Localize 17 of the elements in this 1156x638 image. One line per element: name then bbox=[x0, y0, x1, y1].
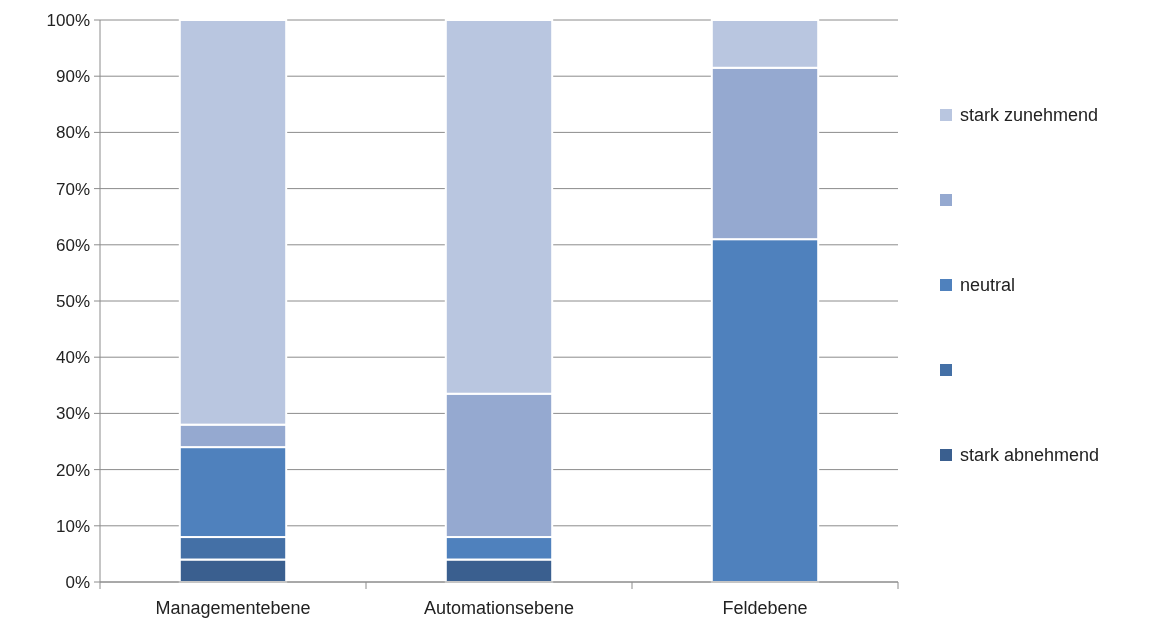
y-tick-label: 90% bbox=[55, 67, 90, 87]
x-tick-label: Feldebene bbox=[722, 598, 808, 618]
y-tick-label: 10% bbox=[55, 516, 90, 536]
y-tick-label: 50% bbox=[55, 291, 90, 311]
legend-label: stark abnehmend bbox=[960, 445, 1100, 466]
y-tick-label: 70% bbox=[55, 179, 90, 199]
y-tick-label: 0% bbox=[65, 572, 90, 592]
y-tick-label: 60% bbox=[55, 235, 90, 255]
y-tick-label: 20% bbox=[55, 460, 90, 480]
y-tick-label: 40% bbox=[55, 348, 90, 368]
x-tick-label: Managementebene bbox=[155, 598, 311, 618]
y-tick-label: 80% bbox=[55, 123, 90, 143]
y-tick-label: 30% bbox=[55, 404, 90, 424]
y-tick-label: 100% bbox=[46, 10, 90, 30]
legend-label: stark zunehmend bbox=[960, 105, 1099, 126]
legend-label: neutral bbox=[960, 275, 1016, 296]
x-tick-label: Automationsebene bbox=[423, 598, 575, 618]
